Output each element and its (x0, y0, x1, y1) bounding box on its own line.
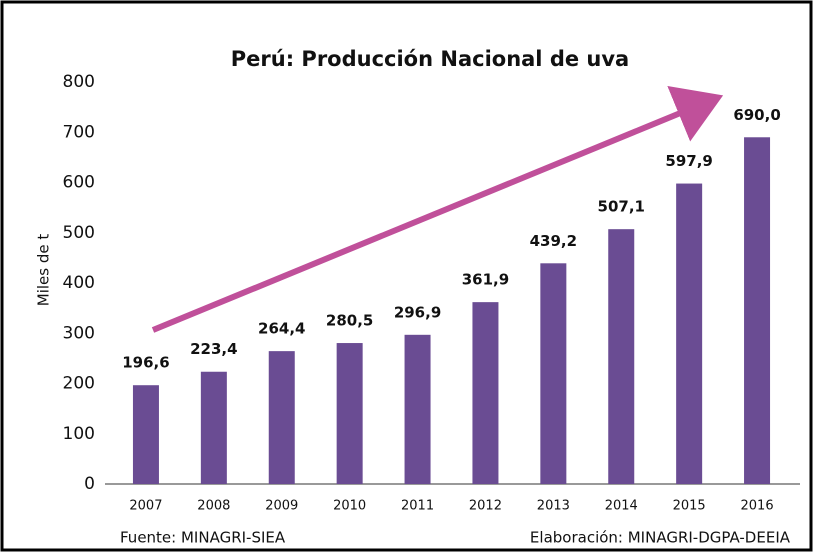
y-tick-label: 200 (63, 374, 95, 394)
x-tick-label: 2007 (129, 499, 162, 514)
bar (540, 263, 567, 484)
bar (608, 229, 635, 484)
x-tick-label: 2010 (333, 499, 366, 514)
y-tick-label: 300 (63, 323, 95, 343)
x-tick-label: 2013 (537, 499, 570, 514)
bar (268, 351, 295, 484)
bar (744, 137, 771, 484)
y-tick-label: 0 (84, 474, 95, 494)
x-tick-label: 2011 (401, 499, 434, 514)
bar (472, 302, 499, 484)
value-label: 280,5 (326, 312, 373, 330)
y-tick-label: 800 (63, 72, 95, 92)
value-label: 223,4 (190, 340, 237, 358)
bar (132, 385, 159, 484)
value-label: 361,9 (462, 271, 509, 289)
x-tick-label: 2015 (673, 499, 706, 514)
bar (336, 343, 363, 484)
source: Fuente: MINAGRI-SIEA (120, 529, 286, 547)
bar (200, 371, 227, 484)
x-tick-label: 2008 (197, 499, 230, 514)
y-tick-label: 100 (63, 424, 95, 444)
chart-title: Perú: Producción Nacional de uva (231, 47, 629, 71)
value-label: 296,9 (394, 303, 441, 321)
trend-arrow (151, 85, 724, 333)
x-tick-label: 2014 (605, 499, 638, 514)
value-label: 196,6 (122, 354, 169, 372)
y-tick-label: 500 (63, 223, 95, 243)
value-label: 597,9 (665, 152, 712, 170)
bar (404, 334, 431, 484)
y-tick-label: 600 (63, 173, 95, 193)
credit: Elaboración: MINAGRI-DGPA-DEEIA (530, 529, 791, 547)
y-tick-label: 700 (63, 122, 95, 142)
x-tick-label: 2012 (469, 499, 502, 514)
value-label: 264,4 (258, 320, 305, 338)
value-label: 439,2 (530, 232, 577, 250)
x-tick-label: 2009 (265, 499, 298, 514)
y-axis-label: Miles de t (35, 234, 53, 307)
value-label: 690,0 (733, 106, 780, 124)
x-tick-label: 2016 (741, 499, 774, 514)
y-tick-label: 400 (63, 273, 95, 293)
bar (676, 183, 703, 485)
value-label: 507,1 (598, 198, 645, 216)
